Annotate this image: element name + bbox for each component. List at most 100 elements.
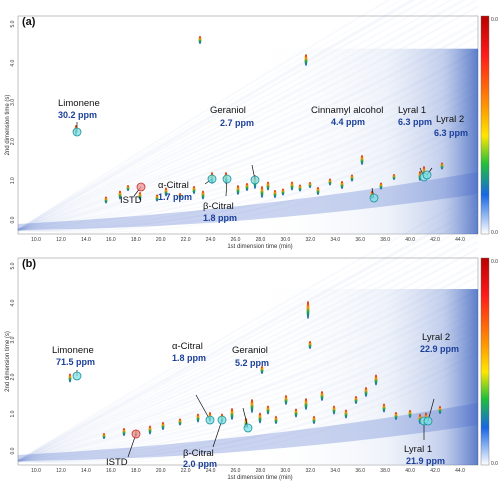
x-tick-label: 24.0 — [206, 468, 216, 474]
column-bleed — [248, 48, 478, 235]
compound-concentration: 2.0 ppm — [183, 459, 217, 469]
chromatogram-peak — [340, 181, 344, 189]
compound-concentration: 1.8 ppm — [203, 213, 237, 223]
compound-marker — [207, 174, 217, 184]
y-axis-label: 2nd dimension time (s) — [5, 95, 11, 156]
compound-name: ISTD — [106, 457, 128, 468]
chromatogram-peak — [155, 194, 159, 202]
color-scale-bar — [480, 257, 490, 466]
x-tick-label: 34.0 — [330, 468, 340, 474]
compound-name: Limonene — [58, 98, 100, 109]
y-tick-label: 2.0 — [10, 373, 16, 380]
panel-letter: (b) — [22, 258, 36, 270]
compound-name: β-Citral — [203, 201, 234, 212]
x-tick-label: 40.0 — [405, 468, 415, 474]
chromatogram-peak — [178, 418, 182, 426]
compound-name: Lyral 1 — [398, 105, 426, 116]
compound-concentration: 71.5 ppm — [56, 357, 95, 367]
chromatogram-peak — [104, 196, 108, 204]
x-tick-label: 16.0 — [106, 468, 116, 474]
x-tick-label: 24.0 — [206, 237, 216, 243]
compound-marker — [136, 182, 146, 192]
compound-name: Geraniol — [210, 105, 246, 116]
chromatogram-peak — [118, 190, 122, 200]
chromatogram-peak — [354, 396, 358, 404]
chromatogram-peak — [138, 192, 142, 200]
chromatogram-peak — [164, 187, 168, 197]
compound-concentration: 21.9 ppm — [406, 456, 445, 466]
compound-name: Geraniol — [232, 345, 268, 356]
y-tick-label: 2.0 — [10, 138, 16, 145]
compound-name: Limonene — [52, 345, 94, 356]
x-tick-label: 28.0 — [256, 468, 266, 474]
x-tick-label: 44.0 — [455, 468, 465, 474]
x-tick-label: 12.0 — [56, 468, 66, 474]
chromatogram-peak — [192, 186, 196, 194]
y-tick-label: 4.0 — [10, 60, 16, 67]
compound-name: Cinnamyl alcohol — [311, 105, 383, 116]
compound-marker — [250, 175, 260, 185]
color-scale-max: 0.05 — [491, 259, 498, 265]
y-axis-label: 2nd dimension time (s) — [5, 331, 11, 392]
chromatogram-peak — [320, 391, 324, 401]
y-tick-label: 3.0 — [10, 336, 16, 343]
chromatogram-peak — [360, 155, 364, 165]
baseline-band — [18, 403, 478, 461]
compound-marker — [369, 193, 379, 203]
chromatogram-peak — [284, 395, 288, 405]
chromatogram-peak — [382, 403, 386, 413]
chromatogram-peak — [306, 301, 310, 319]
leader-line — [195, 394, 211, 421]
x-tick-label: 42.0 — [430, 237, 440, 243]
compound-marker — [72, 127, 82, 137]
chromatogram-peak — [198, 36, 202, 44]
chromatogram-peak — [394, 412, 398, 420]
chromatogram-peak — [364, 387, 368, 397]
compound-marker — [422, 170, 432, 180]
chromatogram-peak — [379, 182, 383, 190]
compound-marker — [72, 371, 82, 381]
color-scale-max: 0.07 — [491, 17, 498, 23]
color-scale-bar — [480, 15, 490, 235]
compound-marker — [243, 423, 253, 433]
x-tick-label: 18.0 — [131, 468, 141, 474]
x-tick-label: 30.0 — [281, 237, 291, 243]
chromatogram-peak — [408, 410, 412, 418]
chromatogram-peak — [201, 190, 205, 200]
chromatogram-peak — [161, 422, 165, 430]
x-tick-label: 14.0 — [81, 468, 91, 474]
compound-concentration: 22.9 ppm — [420, 344, 459, 354]
compound-name: Lyral 2 — [436, 114, 464, 125]
y-tick-label: 3.0 — [10, 99, 16, 106]
x-tick-label: 26.0 — [231, 468, 241, 474]
compound-name: ISTD — [120, 195, 142, 206]
chromatogram-peak — [281, 188, 285, 196]
x-tick-label: 38.0 — [380, 468, 390, 474]
y-tick-label: 5.0 — [10, 20, 16, 27]
compound-name: Lyral 2 — [422, 332, 450, 343]
x-tick-label: 10.0 — [31, 468, 41, 474]
y-tick-label: 5.0 — [10, 262, 16, 269]
compound-name: α-Citral — [158, 180, 189, 191]
chromatogram-peak — [258, 412, 262, 424]
chromatogram-peak — [350, 174, 354, 182]
x-tick-label: 38.0 — [380, 237, 390, 243]
chromatogram-peak — [260, 186, 264, 198]
x-tick-label: 12.0 — [56, 237, 66, 243]
x-tick-label: 32.0 — [305, 237, 315, 243]
chromatogram-peak — [122, 428, 126, 436]
chromatogram-peak — [304, 398, 308, 410]
compound-marker — [423, 416, 433, 426]
compound-marker — [131, 429, 141, 439]
chromatogram-peak — [266, 405, 270, 415]
compound-name: Lyral 1 — [404, 444, 432, 455]
x-tick-label: 20.0 — [156, 468, 166, 474]
chromatogram-peak — [312, 416, 316, 424]
chromatogram-peak — [308, 341, 312, 349]
x-axis-label: 1st dimension time (min) — [227, 244, 292, 250]
color-scale-min: 0.00 — [491, 230, 498, 236]
column-bleed — [248, 289, 478, 465]
y-tick-label: 0.0 — [10, 216, 16, 223]
compound-marker — [205, 415, 215, 425]
chromatogram-peak — [332, 405, 336, 415]
